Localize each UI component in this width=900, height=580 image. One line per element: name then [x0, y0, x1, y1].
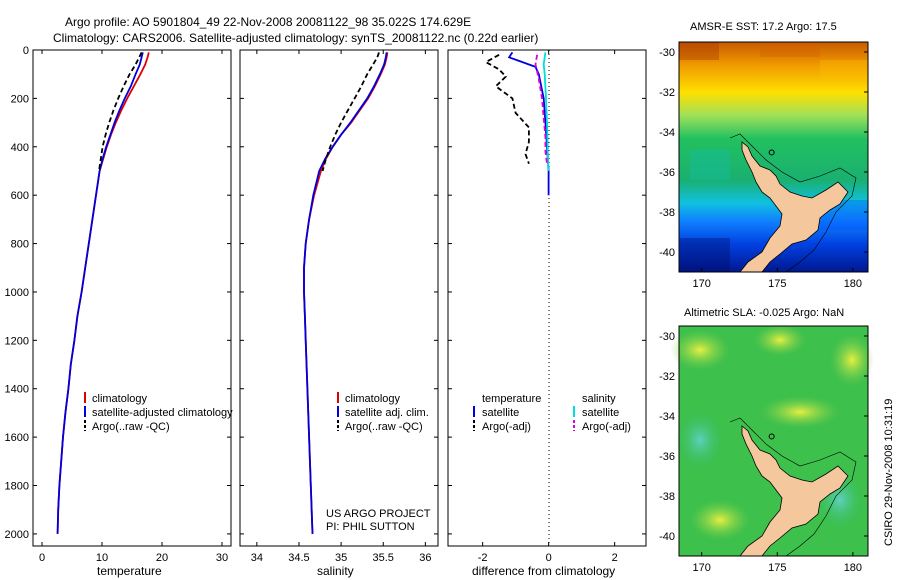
y-tick-label: 400 — [11, 142, 29, 154]
map-x-tick-label: 180 — [844, 278, 862, 290]
x-tick-label: 35.5 — [373, 552, 394, 564]
legend-title-temperature: temperature — [482, 393, 541, 405]
salinity-xlabel: salinity — [317, 564, 354, 578]
map-y-tick-label: -34 — [659, 127, 675, 139]
temperature-axes-box — [32, 49, 232, 547]
x-tick-label: 36 — [419, 552, 431, 564]
series-salinity-argo-adj- — [534, 54, 548, 164]
series-argo-raw-qc- — [98, 52, 143, 172]
temperature-xlabel: temperature — [97, 564, 162, 578]
salinity-panel: 34 34.5 35 35.5 36 salinity climatology sate… — [239, 49, 439, 578]
x-tick-label: -2 — [478, 552, 488, 564]
x-tick-label: 34 — [251, 552, 263, 564]
series-temperature-argo-adj- — [484, 54, 530, 164]
map-x-tick-label: 170 — [693, 278, 711, 290]
depth-contour — [729, 417, 857, 557]
map-y-tick-label: -36 — [659, 451, 675, 463]
header-line-2: Climatology: CARS2006. Satellite-adjuste… — [53, 31, 538, 45]
credit-stamp: CSIRO 29-Nov-2008 10:31:19 — [883, 399, 895, 546]
x-tick-label: 35 — [335, 552, 347, 564]
legend-label-argo: Argo(..raw -QC) — [92, 421, 170, 433]
x-tick-label: 10 — [96, 552, 108, 564]
x-tick-label: 34.5 — [288, 552, 309, 564]
map-x-tick-label: 180 — [844, 562, 862, 574]
temperature-panel: 0 10 20 30 0 200 400 600 800 1000 1200 1400 1600 1800… — [5, 45, 234, 578]
salinity-axes-box — [239, 49, 439, 547]
y-tick-label: 0 — [23, 45, 29, 57]
sst-map-title: AMSR-E SST: 17.2 Argo: 17.5 — [690, 21, 837, 33]
map-x-tick-label: 175 — [768, 278, 786, 290]
map-y-tick-label: -38 — [659, 207, 675, 219]
legend-label-sal-satellite: satellite — [582, 407, 619, 419]
legend-label-satellite: satellite-adjusted climatology — [92, 407, 233, 419]
y-tick-label: 1800 — [5, 481, 29, 493]
sla-map: Altimetric SLA: -0.025 Argo: NaN 170 175 1… — [659, 307, 874, 574]
x-tick-label: 0 — [39, 552, 45, 564]
series-climatology — [303, 52, 389, 534]
legend-label-climatology: climatology — [92, 393, 148, 405]
y-tick-label: 200 — [11, 93, 29, 105]
sla-texture — [670, 324, 874, 540]
legend-label-climatology: climatology — [345, 393, 401, 405]
temperature-legend: climatology satellite-adjusted climatolo… — [84, 392, 233, 433]
series-satellite-adj-clim- — [303, 52, 388, 534]
legend-label-satellite: satellite adj. clim. — [345, 407, 429, 419]
y-tick-label: 1200 — [5, 335, 29, 347]
map-y-tick-label: -30 — [659, 47, 675, 59]
argo-position-marker — [768, 433, 775, 440]
header-line-1: Argo profile: AO 5901804_49 22-Nov-2008 … — [65, 15, 471, 29]
difference-xlabel: difference from climatology — [472, 564, 615, 578]
map-y-tick-label: -40 — [659, 247, 675, 259]
map-y-tick-label: -40 — [659, 531, 675, 543]
x-tick-label: 0 — [546, 552, 552, 564]
sst-texture — [679, 42, 868, 272]
y-tick-label: 1400 — [5, 384, 29, 396]
map-y-tick-label: -32 — [659, 87, 675, 99]
salinity-legend: climatology satellite adj. clim. Argo(..… — [337, 392, 429, 433]
depth-contour — [729, 133, 857, 273]
legend-title-salinity: salinity — [582, 393, 616, 405]
y-tick-label: 1000 — [5, 287, 29, 299]
legend-label-temp-satellite: satellite — [482, 407, 519, 419]
x-tick-label: 30 — [216, 552, 228, 564]
legend-label-argo: Argo(..raw -QC) — [345, 421, 423, 433]
y-tick-label: 600 — [11, 190, 29, 202]
difference-panel: -2 0 2 difference from climatology tempera… — [447, 49, 647, 578]
land-new-zealand — [739, 425, 849, 557]
x-tick-label: 2 — [612, 552, 618, 564]
difference-legend: temperature satellite Argo(-adj) salinit… — [473, 393, 631, 433]
map-y-tick-label: -32 — [659, 371, 675, 383]
map-x-tick-label: 170 — [693, 562, 711, 574]
sst-map-frame — [678, 41, 869, 273]
difference-axes-box — [447, 49, 647, 547]
y-tick-label: 2000 — [5, 529, 29, 541]
series-argo-raw-qc- — [321, 52, 380, 172]
sla-map-title: Altimetric SLA: -0.025 Argo: NaN — [684, 307, 844, 319]
series-temperature-satellite — [507, 51, 550, 196]
map-y-tick-label: -38 — [659, 491, 675, 503]
sla-map-frame — [678, 325, 869, 557]
y-tick-label: 800 — [11, 239, 29, 251]
sst-map: AMSR-E SST: 17.2 Argo: 17.5 170 175 180 -30… — [659, 21, 869, 290]
y-tick-label: 1600 — [5, 432, 29, 444]
map-y-tick-label: -36 — [659, 167, 675, 179]
map-y-tick-label: -30 — [659, 331, 675, 343]
series-climatology — [56, 52, 150, 534]
credit-project: US ARGO PROJECT — [326, 508, 431, 520]
credit-pi: PI: PHIL SUTTON — [326, 521, 415, 533]
x-tick-label: 20 — [156, 552, 168, 564]
argo-position-marker — [768, 149, 775, 156]
map-x-tick-label: 175 — [768, 562, 786, 574]
legend-label-temp-argo: Argo(-adj) — [482, 421, 531, 433]
series-salinity-satellite — [542, 52, 550, 172]
legend-label-sal-argo: Argo(-adj) — [582, 421, 631, 433]
land-new-zealand — [739, 141, 849, 273]
series-satellite-adjusted-climatology — [56, 52, 144, 534]
map-y-tick-label: -34 — [659, 411, 675, 423]
